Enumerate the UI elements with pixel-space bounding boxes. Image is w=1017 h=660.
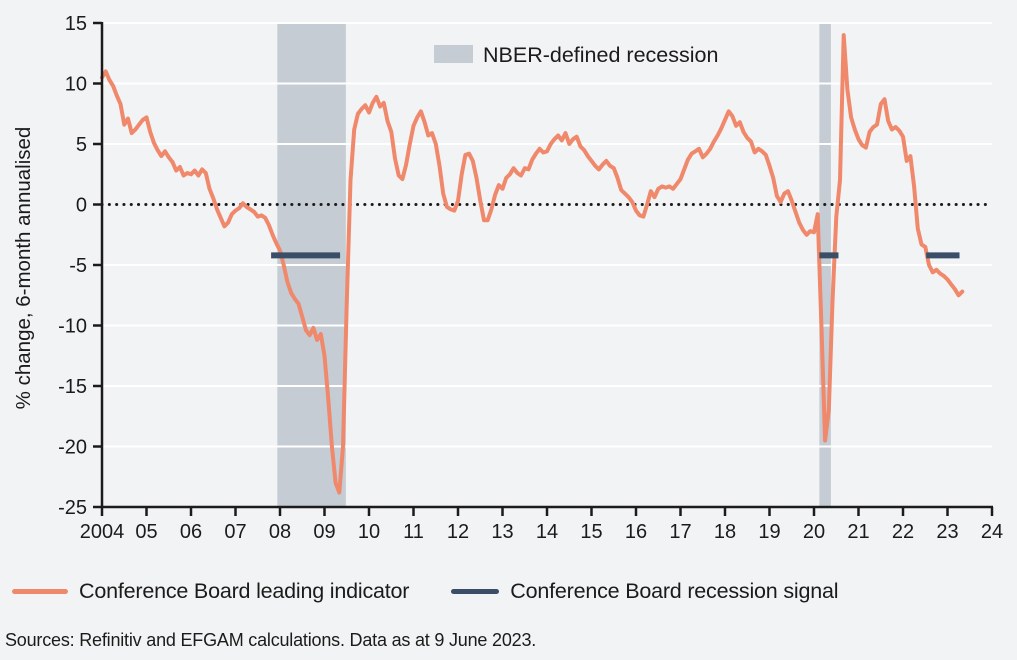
x-tick-label: 12 bbox=[447, 521, 469, 543]
x-tick-label: 18 bbox=[714, 521, 736, 543]
x-tick-label: 23 bbox=[936, 521, 958, 543]
x-tick-label: 08 bbox=[269, 521, 291, 543]
legend-item-leading-indicator: Conference Board leading indicator bbox=[12, 579, 409, 604]
y-tick-label: -15 bbox=[58, 376, 87, 398]
x-tick-label: 2004 bbox=[80, 521, 125, 543]
recession-signal-legend-label: Conference Board recession signal bbox=[510, 578, 839, 603]
x-tick-label: 05 bbox=[135, 521, 157, 543]
y-tick-label: 5 bbox=[76, 134, 87, 156]
y-axis-title: % change, 6-month annualised bbox=[12, 127, 35, 410]
x-tick-label: 22 bbox=[892, 521, 914, 543]
y-tick-label: -25 bbox=[58, 497, 87, 519]
nber-recession-legend-label: NBER-defined recession bbox=[483, 43, 718, 67]
x-tick-label: 10 bbox=[358, 521, 380, 543]
x-tick-label: 06 bbox=[180, 521, 202, 543]
x-tick-label: 15 bbox=[580, 521, 602, 543]
y-tick-label: 15 bbox=[65, 13, 87, 35]
leading-indicator-line-swatch bbox=[12, 588, 68, 594]
y-tick-label: 0 bbox=[76, 195, 87, 217]
x-tick-label: 09 bbox=[313, 521, 335, 543]
x-tick-label: 13 bbox=[491, 521, 513, 543]
x-tick-label: 14 bbox=[536, 521, 558, 543]
x-tick-label: 19 bbox=[758, 521, 780, 543]
recession-signal-line-swatch bbox=[451, 588, 500, 594]
leading-indicator-line bbox=[100, 33, 965, 495]
x-tick-label: 20 bbox=[803, 521, 825, 543]
nber-recession-swatch bbox=[434, 45, 473, 63]
chart-legend: Conference Board leading indicator Confe… bbox=[12, 575, 1012, 607]
x-tick-label: 21 bbox=[847, 521, 869, 543]
x-tick-label: 11 bbox=[403, 521, 424, 543]
chart-area: 15 10 5 0 -5 -10 -15 -20 -25 2004 05 06 07 08 09 10 11 12… bbox=[12, 13, 1003, 543]
x-tick-label: 07 bbox=[224, 521, 246, 543]
sources-text: Sources: Refinitiv and EFGAM calculation… bbox=[5, 630, 537, 650]
y-tick-label: -10 bbox=[58, 316, 87, 338]
x-tick-label: 17 bbox=[669, 521, 691, 543]
y-tick-label: -5 bbox=[69, 255, 87, 277]
y-tick-label: -20 bbox=[58, 437, 87, 459]
leading-indicator-legend-label: Conference Board leading indicator bbox=[79, 578, 410, 603]
legend-item-recession-signal: Conference Board recession signal bbox=[451, 578, 839, 604]
x-tick-label: 16 bbox=[625, 521, 647, 543]
y-tick-label: 10 bbox=[65, 74, 87, 96]
x-tick-label: 24 bbox=[981, 521, 1003, 543]
